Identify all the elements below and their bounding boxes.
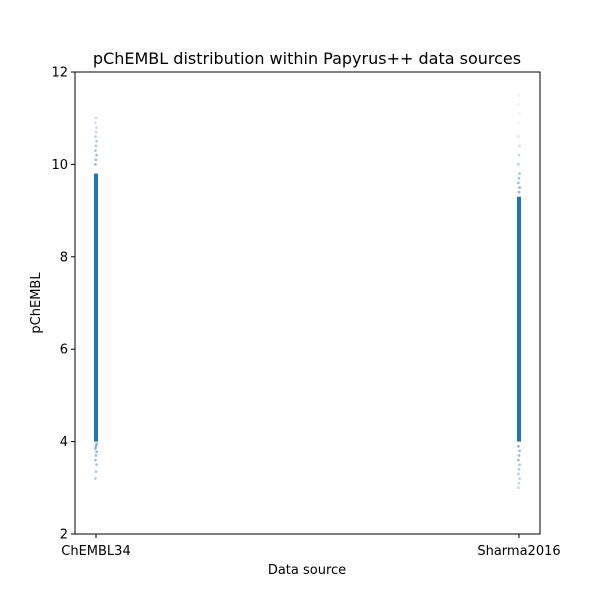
x-axis: ChEMBL34 Sharma2016 [61, 534, 561, 559]
data-point [95, 139, 98, 143]
y-tick-label: 12 [51, 66, 68, 81]
data-point [95, 463, 98, 467]
data-point [518, 463, 521, 467]
dense-points-band [94, 173, 98, 442]
y-axis-label: pChEMBL [29, 272, 44, 334]
chart-title: pChEMBL distribution within Papyrus++ da… [93, 49, 521, 68]
data-point [518, 172, 521, 176]
data-point [517, 190, 521, 194]
data-point [94, 163, 97, 166]
dense-points-band [517, 196, 521, 442]
y-axis: 2 4 6 8 10 12 [51, 66, 75, 543]
data-point [95, 450, 98, 454]
data-point [95, 153, 98, 157]
data-point [517, 163, 520, 166]
data-point [94, 158, 98, 162]
data-point [94, 447, 97, 450]
data-point [95, 442, 98, 446]
data-point [517, 181, 520, 185]
data-point [94, 454, 98, 457]
y-tick-label: 8 [60, 250, 68, 265]
axes-frame [74, 71, 541, 535]
y-tick-label: 6 [60, 343, 68, 358]
y-tick-label: 10 [51, 158, 68, 173]
data-point [518, 449, 521, 453]
data-point [517, 467, 521, 471]
data-point [517, 472, 520, 476]
data-point [94, 470, 98, 474]
data-point [517, 176, 521, 180]
data-point [517, 121, 521, 125]
data-point [94, 477, 97, 480]
data-point [517, 486, 520, 490]
data-point [518, 144, 521, 148]
data-point [518, 477, 521, 480]
data-point [518, 112, 521, 115]
series-chembl34 [94, 116, 98, 480]
data-point [94, 121, 97, 125]
data-point [94, 458, 97, 462]
y-tick-label: 4 [60, 435, 68, 450]
data-point [94, 130, 98, 134]
data-point [94, 135, 97, 139]
x-tick-label-sharma2016: Sharma2016 [477, 544, 560, 559]
data-point [94, 444, 98, 448]
plot-area [94, 93, 521, 490]
data-point [518, 186, 521, 189]
x-tick-label-chembl34: ChEMBL34 [61, 544, 130, 559]
data-point [94, 149, 97, 152]
data-point [517, 135, 520, 139]
data-point [517, 153, 521, 157]
data-point [94, 144, 98, 148]
data-point [94, 116, 98, 120]
data-point [517, 93, 521, 97]
series-sharma2016 [517, 93, 521, 490]
data-point [517, 102, 520, 106]
data-point [95, 126, 98, 129]
data-point [517, 454, 521, 457]
data-point [517, 444, 520, 448]
x-axis-label: Data source [268, 563, 346, 578]
y-tick-label: 2 [60, 528, 68, 543]
data-point [517, 458, 520, 462]
data-point [517, 481, 521, 485]
